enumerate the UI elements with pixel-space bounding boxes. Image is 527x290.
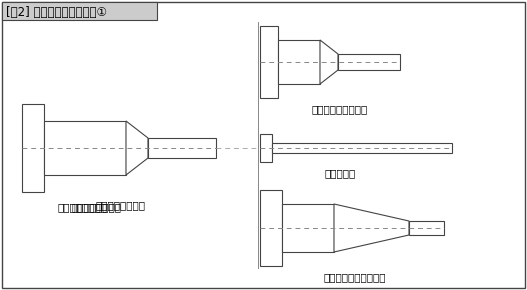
Text: 小径パンチ: 小径パンチ [325,168,356,178]
Bar [272,143,452,153]
Bar [22,104,44,192]
Text: [図2] 基本形状からの変化①: [図2] 基本形状からの変化① [6,6,107,19]
Bar [282,204,334,252]
Bar [2,2,157,20]
Polygon shape [126,121,148,175]
Text: ショルダーパンチ: ショルダーパンチ [57,202,107,212]
Text: ショルダーパンチ: ショルダーパンチ [72,202,122,212]
Text: 厚板打ち抜き用パンチ: 厚板打ち抜き用パンチ [324,272,386,282]
Bar [278,40,320,84]
Bar [260,26,278,98]
Bar [148,138,216,158]
Bar [338,54,400,70]
Polygon shape [334,204,409,252]
Bar [44,121,126,175]
Polygon shape [320,40,338,84]
Bar [409,221,444,235]
Text: 全長ショートパンチ: 全長ショートパンチ [312,104,368,114]
Bar [260,134,272,162]
Bar [260,190,282,266]
Text: ショルダーパンチ: ショルダーパンチ [95,200,145,210]
